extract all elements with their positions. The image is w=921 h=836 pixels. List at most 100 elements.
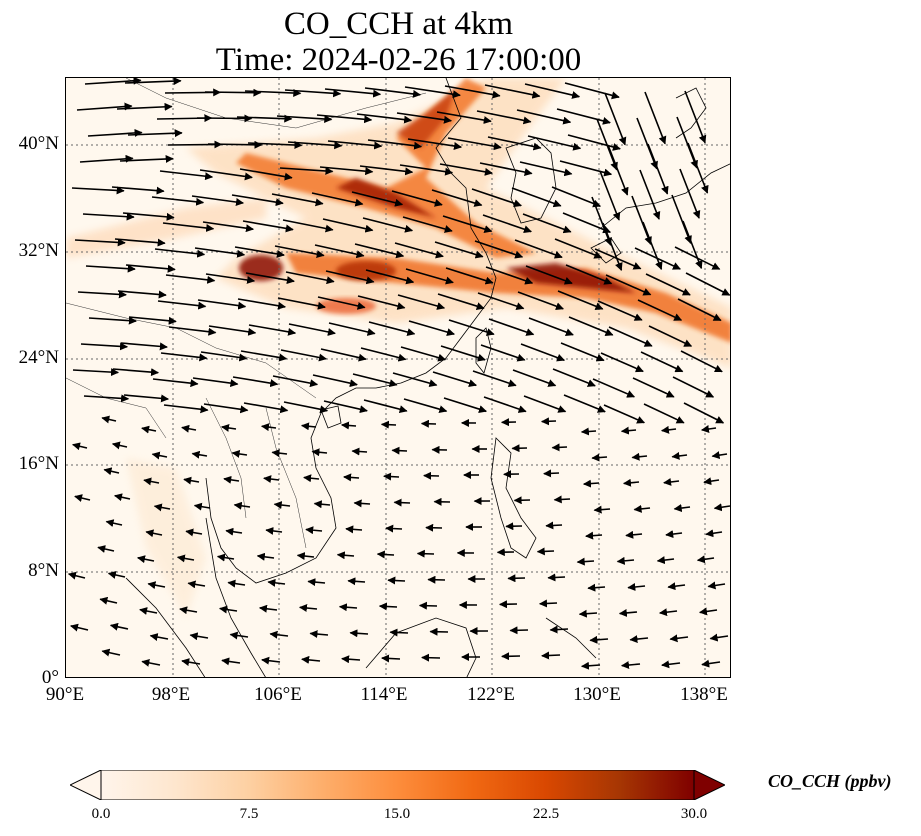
wind-arrow-107	[514, 239, 563, 259]
wind-arrow-257	[114, 493, 131, 502]
wind-arrow-113	[125, 264, 176, 273]
wind-arrow-366	[541, 651, 561, 660]
wind-arrow-225	[151, 451, 168, 460]
wind-arrow-176	[112, 368, 159, 377]
wind-arrow-318	[587, 583, 606, 592]
wind-arrow-208	[141, 425, 157, 434]
lat-tick-16: 16°N	[18, 453, 59, 474]
colorbar-tick-0: 0.0	[91, 806, 111, 822]
wind-arrow-341	[189, 632, 209, 641]
wind-arrow-161	[160, 352, 208, 362]
wind-arrow-9	[444, 85, 501, 99]
wind-arrow-52	[239, 168, 293, 181]
wind-arrow-334	[578, 609, 598, 618]
map-title: CO_CCH at 4km Time: 2024-02-26 17:00:00	[66, 6, 731, 78]
colorbar-max-extend	[693, 769, 727, 801]
wind-arrow-184	[432, 371, 477, 388]
wind-arrow-61	[599, 170, 621, 221]
borneo	[365, 617, 477, 677]
wind-arrow-192	[123, 394, 169, 403]
wind-arrow-227	[231, 449, 248, 458]
wind-arrow-220	[620, 426, 637, 435]
wind-arrow-370	[701, 659, 721, 668]
wind-arrow-346	[389, 628, 409, 637]
wind-arrow-178	[192, 377, 239, 388]
wind-arrow-97	[114, 238, 166, 247]
japan-north	[675, 87, 707, 139]
wind-arrow-278	[305, 526, 323, 535]
wind-arrow-143	[677, 298, 722, 322]
wind-arrow-169	[480, 344, 526, 362]
wind-arrow-68	[231, 194, 284, 207]
wind-arrow-246	[343, 473, 360, 482]
wind-arrow-14	[644, 91, 667, 145]
wind-arrow-8	[404, 86, 461, 99]
wind-arrow-87	[362, 217, 414, 233]
wind-arrow-296	[376, 550, 395, 559]
wind-arrow-69	[271, 193, 324, 207]
lat-tick-0: 0°	[41, 667, 59, 688]
wind-arrow-293	[256, 552, 275, 561]
wind-arrow-353	[669, 634, 689, 643]
colorbar-tick-7-5: 7.5	[239, 806, 259, 822]
wind-arrow-111	[674, 246, 721, 270]
wind-arrow-269	[593, 505, 611, 514]
wind-arrow-103	[354, 243, 405, 259]
wind-arrow-77	[591, 196, 612, 246]
wind-arrow-264	[393, 498, 411, 507]
wind-arrow-289	[97, 545, 115, 553]
wind-arrow-288	[705, 529, 723, 538]
wind-arrow-93	[602, 222, 623, 271]
wind-arrow-67	[191, 195, 244, 206]
wind-arrow-137	[437, 293, 485, 310]
wind-arrow-83	[202, 221, 254, 233]
wind-arrow-307	[147, 581, 166, 590]
yangtze-plume	[286, 253, 730, 343]
wind-arrow-106	[474, 240, 524, 259]
wind-arrow-162	[200, 351, 248, 362]
wind-arrow-89	[442, 215, 493, 233]
wind-arrow-200	[443, 397, 487, 413]
wind-arrow-90	[482, 214, 532, 234]
wind-arrow-173	[640, 351, 684, 373]
wind-arrow-72	[391, 190, 443, 207]
wind-arrow-313	[387, 576, 406, 585]
wind-arrow-191	[83, 394, 130, 403]
map-panel	[65, 77, 731, 678]
wind-arrow-352	[629, 635, 649, 644]
wind-arrow-355	[101, 648, 121, 657]
wind-arrow-39	[367, 139, 423, 150]
wind-arrow-172	[600, 352, 644, 373]
wind-arrow-26	[476, 110, 532, 125]
wind-arrow-130	[157, 300, 207, 310]
wind-arrow-78	[631, 195, 652, 245]
wind-arrow-101	[274, 245, 325, 259]
wind-arrow-230	[351, 447, 368, 456]
wind-arrow-120	[405, 268, 454, 285]
wind-arrow-70	[311, 192, 364, 207]
wind-arrow-59	[519, 161, 573, 177]
wind-arrow-46	[647, 143, 669, 195]
wind-arrow-219	[580, 427, 597, 436]
wind-arrow-157	[608, 326, 653, 347]
lon-tick-122: 122°E	[467, 684, 515, 705]
wind-arrow-323	[139, 607, 158, 615]
wind-arrow-168	[440, 345, 486, 362]
wind-arrow-344	[309, 630, 329, 639]
wind-arrow-335	[618, 608, 638, 617]
title-line-variable: CO_CCH at 4km	[283, 6, 514, 42]
wind-arrow-321	[707, 581, 726, 590]
wind-arrow-160	[120, 342, 168, 351]
wind-arrow-260	[233, 501, 251, 510]
wind-arrow-229	[311, 448, 328, 457]
wind-arrow-212	[301, 422, 317, 431]
wind-arrow-140	[557, 290, 604, 311]
southwest-faint	[126, 458, 206, 618]
wind-arrow-165	[320, 348, 367, 362]
wind-arrow-132	[237, 298, 286, 310]
wind-arrow-43	[527, 135, 582, 151]
colorbar-tick-30: 30.0	[680, 806, 708, 822]
wind-arrow-239	[711, 451, 728, 460]
wind-arrow-152	[408, 320, 455, 336]
wind-arrow-153	[448, 319, 495, 336]
